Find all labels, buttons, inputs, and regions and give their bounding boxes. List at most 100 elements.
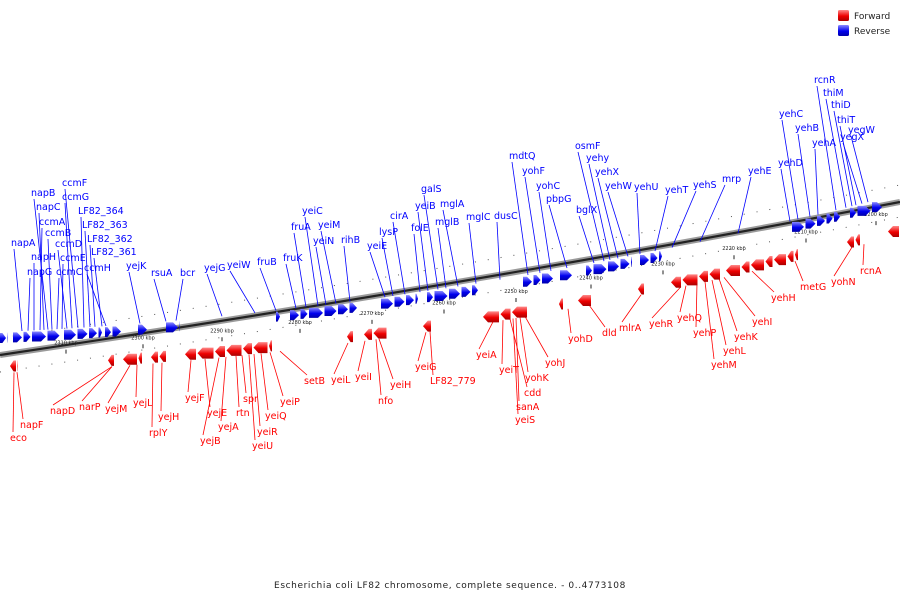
- gene-label-yehs: yehS: [693, 180, 717, 191]
- leader-line-rcnr: [816, 85, 837, 211]
- leader-line-yeim: [320, 230, 337, 304]
- gene-label-thid: thiD: [831, 100, 851, 111]
- gene-label-ccmc: ccmC: [56, 267, 83, 278]
- gene-label-rsua: rsuA: [151, 268, 173, 279]
- reverse-gene-arrow: [23, 331, 31, 342]
- gene-label-napf: napF: [20, 420, 43, 431]
- forward-gene-arrow: [638, 283, 644, 295]
- gene-label-dld: dld: [602, 328, 617, 339]
- leader-line-cdd: [509, 318, 528, 388]
- gene-label-yejh: yejH: [158, 412, 179, 423]
- leader-line-lf82-362: [89, 244, 96, 327]
- gene-label-yein: yeiN: [313, 236, 334, 247]
- leader-line-mgla: [442, 209, 459, 287]
- leader-line-napa: [13, 248, 23, 332]
- reverse-gene-arrow: [138, 324, 147, 335]
- forward-gene-arrow: [888, 225, 899, 237]
- leader-line-lf82-363: [84, 230, 91, 328]
- gene-label-bcr: bcr: [180, 268, 195, 279]
- leader-line-frub: [259, 267, 277, 311]
- leader-line-yeir: [253, 353, 261, 427]
- leader-line-fruk: [285, 263, 297, 309]
- gene-label-ccme: ccmE: [60, 253, 86, 264]
- gene-label-napd: napD: [50, 406, 75, 417]
- reverse-gene-arrow: [7, 332, 8, 343]
- leader-line-yeih: [378, 338, 394, 380]
- gene-label-yejk: yejK: [126, 261, 147, 272]
- gene-label-yejf: yejF: [185, 393, 205, 404]
- scale-tick-label: 2290 kbp: [210, 328, 234, 334]
- legend-forward-label: Forward: [854, 12, 890, 22]
- leader-line-yehr: [651, 286, 682, 319]
- gene-label-yehi: yehI: [752, 317, 772, 328]
- gene-label-dusc: dusC: [494, 211, 518, 222]
- leader-line-yehc: [781, 119, 799, 220]
- reverse-gene-arrow: [857, 205, 871, 216]
- scale-tick-label: 2300 kbp: [131, 335, 155, 341]
- gene-label-yehq: yehQ: [677, 313, 702, 324]
- leader-line-lf82-779: [429, 331, 434, 376]
- leader-line-ccmh: [86, 273, 107, 327]
- leader-line-ccmd: [57, 249, 68, 329]
- gene-label-ccmg: ccmG: [62, 192, 89, 203]
- gene-label-yeiu: yeiU: [252, 441, 273, 452]
- gene-label-lysp: lysP: [379, 227, 398, 238]
- gene-label-yohn: yohN: [831, 277, 856, 288]
- forward-gene-arrow: [855, 234, 860, 246]
- leader-line-eco: [12, 372, 15, 433]
- reverse-gene-arrow: [324, 305, 337, 316]
- reverse-gene-arrow: [826, 213, 833, 224]
- leader-line-rsua: [153, 278, 167, 322]
- gene-label-yohf: yohF: [522, 166, 545, 177]
- forward-gene-arrow: [423, 320, 431, 332]
- leader-line-yehl: [711, 279, 727, 346]
- gene-label-lf82-361: LF82_361: [91, 247, 137, 258]
- leader-line-thit: [839, 125, 857, 206]
- leader-line-rply: [151, 363, 154, 428]
- gene-label-frub: fruB: [257, 257, 277, 268]
- reverse-gene-arrow: [792, 221, 804, 232]
- forward-gene-arrow: [269, 340, 272, 352]
- forward-gene-arrow: [17, 360, 18, 372]
- leader-line-yegx: [842, 142, 863, 204]
- leader-line-yeip: [269, 352, 284, 397]
- leader-line-yejm: [107, 365, 131, 404]
- gene-label-yehk: yehK: [734, 332, 758, 343]
- gene-label-yejb: yejB: [200, 436, 221, 447]
- leader-line-sana: [515, 317, 520, 402]
- forward-gene-arrow: [726, 264, 740, 276]
- reverse-gene-arrow: [427, 292, 433, 303]
- leader-line-yeis: [512, 318, 519, 415]
- gene-label-yeht: yehT: [665, 185, 688, 196]
- leader-line-yejg: [206, 273, 223, 317]
- reverse-gene-arrow: [620, 258, 630, 269]
- gene-label-yeir: yeiR: [257, 427, 278, 438]
- gene-label-yegw: yegW: [848, 125, 875, 136]
- gene-label-yeim: yeiM: [318, 220, 340, 231]
- reverse-gene-arrow: [47, 330, 60, 341]
- leader-line-yehd: [780, 168, 791, 222]
- label-leader-lines: [12, 85, 869, 441]
- forward-gene-arrow: [215, 345, 225, 357]
- leader-line-yeje: [204, 358, 211, 408]
- gene-label-mglb: mglB: [435, 217, 459, 228]
- leader-line-yeig: [417, 332, 427, 362]
- leader-line-nfo: [375, 339, 382, 396]
- gene-label-thim: thiM: [823, 88, 844, 99]
- gene-label-yohd: yohD: [568, 334, 593, 345]
- reverse-gene-arrow: [631, 256, 632, 267]
- leader-line-ccma: [39, 227, 43, 331]
- gene-label-ccmb: ccmB: [45, 228, 71, 239]
- reverse-gene-arrow: [381, 298, 393, 309]
- reverse-gene-arrow: [32, 331, 46, 342]
- leader-line-yohj: [524, 316, 549, 358]
- leader-line-ccmb: [47, 238, 53, 330]
- chromosome-backbone-core: [0, 200, 900, 357]
- scale-tick-label: 2310 kbp: [54, 341, 78, 347]
- gene-label-yeig: yeiG: [415, 362, 436, 373]
- reverse-gene-arrow: [98, 327, 102, 338]
- reverse-gene-arrow: [542, 273, 553, 284]
- forward-gene-arrow: [578, 294, 591, 306]
- leader-line-napb: [33, 198, 49, 330]
- gene-label-naph: napH: [31, 252, 56, 263]
